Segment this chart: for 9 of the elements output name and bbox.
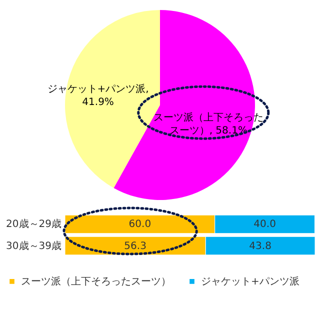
slice-label: ジャケット+パンツ派, 41.9% (47, 82, 149, 108)
data-label: 40.0 (254, 219, 276, 230)
legend-label: ジャケット+パンツ派 (201, 275, 300, 288)
data-label: 43.8 (249, 240, 272, 252)
y-tick-label: 30歳～39歳 (6, 240, 62, 252)
data-label: 56.3 (124, 240, 146, 252)
legend-label: スーツ派（上下そろったスーツ） (21, 275, 171, 288)
data-label: 60.0 (128, 219, 152, 230)
y-tick-label: 20歳～29歳 (6, 218, 62, 230)
